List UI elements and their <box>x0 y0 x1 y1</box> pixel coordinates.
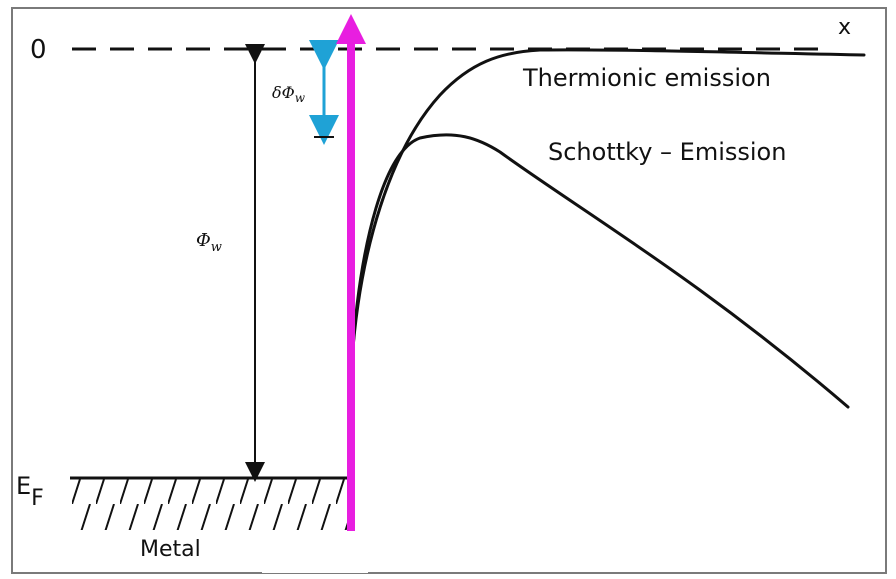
schottky-emission-label: Schottky – Emission <box>548 138 786 166</box>
thermionic-emission-label: Thermionic emission <box>522 64 771 92</box>
x-axis-label: x <box>838 15 851 40</box>
barrier-lowering-label: δΦw <box>272 83 306 105</box>
thermionic-emission-curve <box>350 48 866 362</box>
figure-frame <box>11 7 887 574</box>
work-function-label: Φw <box>196 230 222 255</box>
schottky-emission-curve <box>350 133 850 409</box>
zero-level-label: 0 <box>30 35 47 65</box>
fermi-level-label: EF <box>16 472 44 511</box>
interface-axis-arrowhead <box>336 14 366 44</box>
bottom-label-mask <box>262 531 368 573</box>
metal-hatch-region <box>72 478 348 530</box>
metal-label: Metal <box>140 537 201 562</box>
